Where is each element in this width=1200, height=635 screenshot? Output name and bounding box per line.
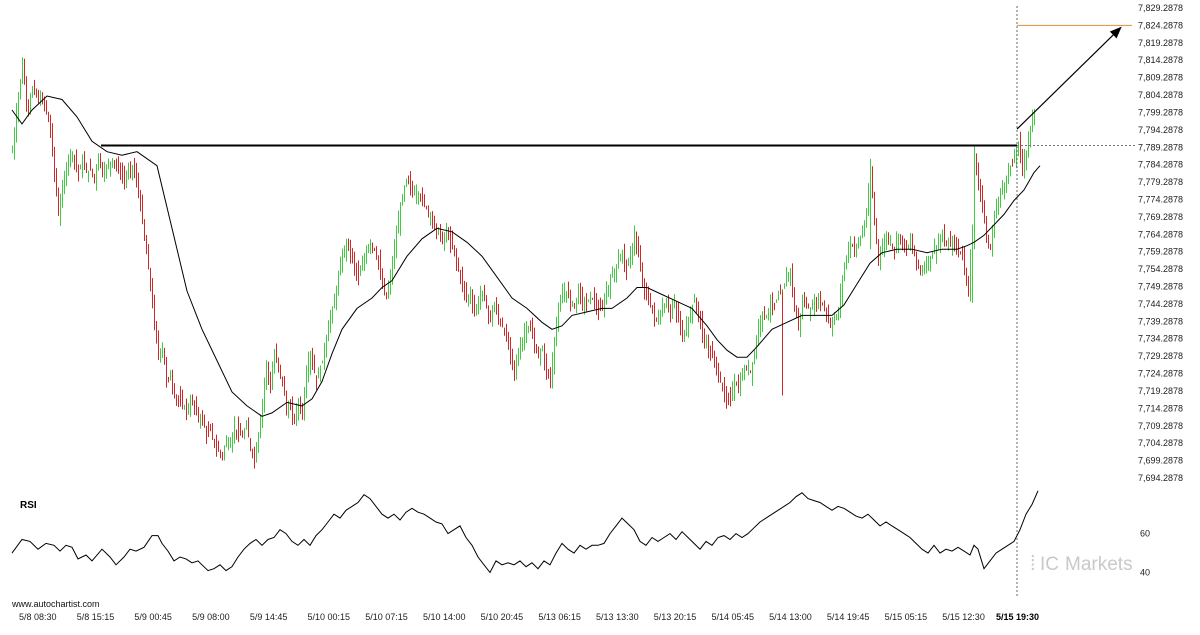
site-url: www.autochartist.com	[11, 599, 100, 609]
x-tick-label: 5/15 12:30	[942, 612, 985, 622]
x-tick-label: 5/15 05:15	[885, 612, 928, 622]
rsi-panel: RSI 60 40	[11, 490, 1150, 578]
y-tick-label: 7,714.2878	[1138, 403, 1183, 413]
rsi-line	[11, 490, 1039, 574]
rsi-tick-label: 60	[1140, 529, 1150, 539]
y-tick-label: 7,754.2878	[1138, 264, 1183, 274]
candles-layer	[12, 57, 1035, 469]
rsi-title: RSI	[20, 500, 37, 511]
x-tick-label: 5/9 14:45	[250, 612, 288, 622]
y-tick-label: 7,799.2878	[1138, 107, 1183, 117]
x-tick-label: 5/14 05:45	[711, 612, 754, 622]
y-tick-label: 7,824.2878	[1138, 20, 1183, 30]
icmarkets-logo-ic: IC	[1040, 554, 1059, 575]
icmarkets-logo-markets: Markets	[1065, 554, 1133, 575]
x-tick-label: 5/13 06:15	[538, 612, 581, 622]
y-tick-label: 7,784.2878	[1138, 160, 1183, 170]
x-tick-label: 5/13 20:15	[654, 612, 697, 622]
x-tick-label: 5/10 00:15	[308, 612, 351, 622]
y-tick-label: 7,764.2878	[1138, 229, 1183, 239]
icmarkets-logo-mark: ⁞	[1030, 553, 1036, 575]
y-tick-label: 7,804.2878	[1138, 90, 1183, 100]
y-tick-label: 7,829.2878	[1138, 3, 1183, 13]
y-tick-label: 7,734.2878	[1138, 334, 1183, 344]
y-tick-label: 7,744.2878	[1138, 299, 1183, 309]
y-tick-label: 7,739.2878	[1138, 316, 1183, 326]
y-tick-label: 7,759.2878	[1138, 247, 1183, 257]
y-tick-label: 7,724.2878	[1138, 369, 1183, 379]
y-tick-label: 7,809.2878	[1138, 73, 1183, 83]
y-tick-label: 7,719.2878	[1138, 386, 1183, 396]
y-tick-label: 7,749.2878	[1138, 282, 1183, 292]
x-tick-label: 5/9 00:45	[134, 612, 172, 622]
x-tick-label: 5/14 19:45	[827, 612, 870, 622]
y-tick-label: 7,694.2878	[1138, 473, 1183, 483]
y-tick-label: 7,779.2878	[1138, 177, 1183, 187]
icmarkets-logo: ⁞ IC Markets	[1030, 553, 1133, 575]
price-axis: 7,829.2878 7,824.2878 7,819.2878 7,814.2878…	[1138, 3, 1183, 483]
y-tick-label: 7,729.2878	[1138, 351, 1183, 361]
rsi-tick-label: 40	[1140, 568, 1150, 578]
x-tick-label: 5/8 08:30	[19, 612, 57, 622]
y-tick-label: 7,774.2878	[1138, 194, 1183, 204]
y-tick-label: 7,789.2878	[1138, 142, 1183, 152]
forecast-arrow	[1016, 26, 1122, 130]
y-tick-label: 7,819.2878	[1138, 38, 1183, 48]
levels-layer	[101, 6, 1136, 598]
moving-average-layer	[11, 95, 1041, 417]
y-tick-label: 7,699.2878	[1138, 456, 1183, 466]
y-tick-label: 7,794.2878	[1138, 125, 1183, 135]
x-tick-label: 5/9 08:00	[192, 612, 230, 622]
y-tick-label: 7,709.2878	[1138, 421, 1183, 431]
x-tick-label: 5/10 14:00	[423, 612, 466, 622]
x-tick-label: 5/10 20:45	[481, 612, 524, 622]
footer: www.autochartist.com ⁞ IC Markets	[11, 553, 1133, 609]
y-tick-label: 7,814.2878	[1138, 55, 1183, 65]
x-tick-label: 5/15 19:30	[996, 612, 1039, 622]
y-tick-label: 7,704.2878	[1138, 438, 1183, 448]
x-tick-label: 5/14 13:00	[769, 612, 812, 622]
moving-average-line	[11, 95, 1041, 417]
x-tick-label: 5/10 07:15	[365, 612, 408, 622]
x-tick-label: 5/13 13:30	[596, 612, 639, 622]
time-axis: 5/8 08:30 5/8 15:15 5/9 00:45 5/9 08:00 5/9 …	[19, 612, 1039, 622]
y-tick-label: 7,769.2878	[1138, 212, 1183, 222]
x-tick-label: 5/8 15:15	[77, 612, 115, 622]
